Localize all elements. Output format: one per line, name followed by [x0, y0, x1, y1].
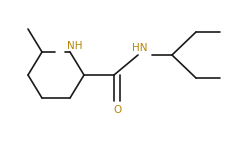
Text: NH: NH: [67, 41, 83, 51]
Text: HN: HN: [132, 43, 148, 53]
Text: O: O: [113, 105, 121, 115]
